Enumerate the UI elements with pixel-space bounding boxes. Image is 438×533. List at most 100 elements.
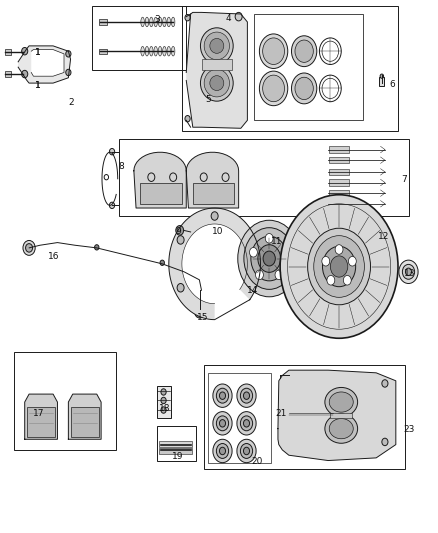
Text: 1: 1 [35, 81, 41, 90]
Bar [99, 49, 107, 54]
Bar [159, 441, 192, 447]
Bar [295, 373, 300, 377]
Circle shape [251, 236, 288, 281]
Circle shape [23, 240, 35, 255]
Circle shape [245, 236, 252, 244]
Circle shape [197, 309, 202, 315]
Bar [14, 352, 117, 450]
Circle shape [240, 416, 253, 431]
Circle shape [399, 260, 418, 284]
Text: 1: 1 [35, 48, 41, 56]
Circle shape [110, 149, 115, 155]
Text: 5: 5 [206, 95, 212, 104]
Circle shape [275, 270, 283, 280]
Bar [92, 6, 186, 70]
Circle shape [216, 416, 229, 431]
Polygon shape [186, 152, 239, 208]
Ellipse shape [295, 77, 313, 100]
Circle shape [244, 392, 250, 399]
Bar [329, 168, 349, 175]
Text: 11: 11 [271, 237, 283, 246]
Circle shape [244, 447, 250, 455]
Text: 1: 1 [35, 81, 41, 90]
Ellipse shape [204, 32, 230, 60]
Text: 20: 20 [251, 457, 262, 466]
Bar [27, 407, 55, 437]
Bar [141, 182, 182, 204]
Circle shape [95, 245, 99, 250]
Text: 23: 23 [404, 425, 415, 434]
Bar [159, 448, 192, 454]
Circle shape [177, 284, 184, 292]
Ellipse shape [259, 34, 288, 68]
Bar [329, 179, 349, 185]
Polygon shape [31, 50, 64, 76]
Circle shape [161, 407, 166, 413]
Circle shape [255, 270, 263, 280]
Circle shape [237, 411, 256, 435]
Text: 12: 12 [378, 232, 389, 241]
Ellipse shape [150, 17, 153, 27]
Ellipse shape [141, 46, 145, 56]
Ellipse shape [210, 38, 224, 53]
Bar [99, 19, 107, 25]
Circle shape [258, 245, 281, 272]
Text: 10: 10 [212, 227, 224, 236]
Bar [156, 386, 170, 418]
Circle shape [238, 220, 300, 297]
Ellipse shape [201, 28, 233, 64]
Polygon shape [25, 394, 57, 439]
Circle shape [160, 260, 164, 265]
Circle shape [21, 47, 28, 55]
Text: 6: 6 [389, 80, 395, 89]
Ellipse shape [291, 73, 317, 104]
Polygon shape [18, 46, 71, 83]
Circle shape [161, 389, 166, 395]
Text: 15: 15 [197, 313, 208, 322]
Ellipse shape [167, 17, 170, 27]
Ellipse shape [167, 46, 170, 56]
Circle shape [406, 268, 412, 276]
Text: 2: 2 [69, 98, 74, 107]
Bar [329, 190, 349, 196]
Circle shape [348, 256, 356, 266]
Circle shape [177, 236, 184, 244]
Circle shape [185, 116, 190, 122]
Ellipse shape [201, 65, 233, 101]
Circle shape [110, 202, 115, 208]
Text: 19: 19 [172, 452, 184, 461]
Circle shape [240, 443, 253, 458]
Circle shape [327, 276, 335, 285]
Text: 18: 18 [159, 404, 171, 413]
Text: 4: 4 [226, 14, 231, 23]
Text: 21: 21 [275, 409, 286, 418]
Polygon shape [169, 208, 261, 320]
Bar [329, 200, 349, 207]
Ellipse shape [154, 46, 157, 56]
Bar [289, 373, 295, 377]
Ellipse shape [162, 17, 166, 27]
Circle shape [403, 264, 415, 279]
Ellipse shape [171, 46, 175, 56]
Bar [201, 59, 232, 70]
Circle shape [343, 276, 351, 285]
Bar [254, 14, 363, 120]
Circle shape [250, 247, 258, 257]
Bar [182, 6, 398, 131]
Bar [5, 49, 11, 55]
Circle shape [185, 14, 190, 21]
Circle shape [213, 439, 232, 463]
Bar [5, 71, 11, 77]
Circle shape [219, 392, 226, 399]
Ellipse shape [162, 46, 166, 56]
Ellipse shape [158, 46, 162, 56]
Bar [204, 365, 405, 469]
Circle shape [213, 411, 232, 435]
Bar [329, 157, 349, 164]
Ellipse shape [329, 418, 353, 439]
Ellipse shape [141, 17, 145, 27]
Text: 13: 13 [404, 269, 416, 278]
Circle shape [216, 443, 229, 458]
Text: 8: 8 [118, 162, 124, 171]
Bar [193, 182, 234, 204]
